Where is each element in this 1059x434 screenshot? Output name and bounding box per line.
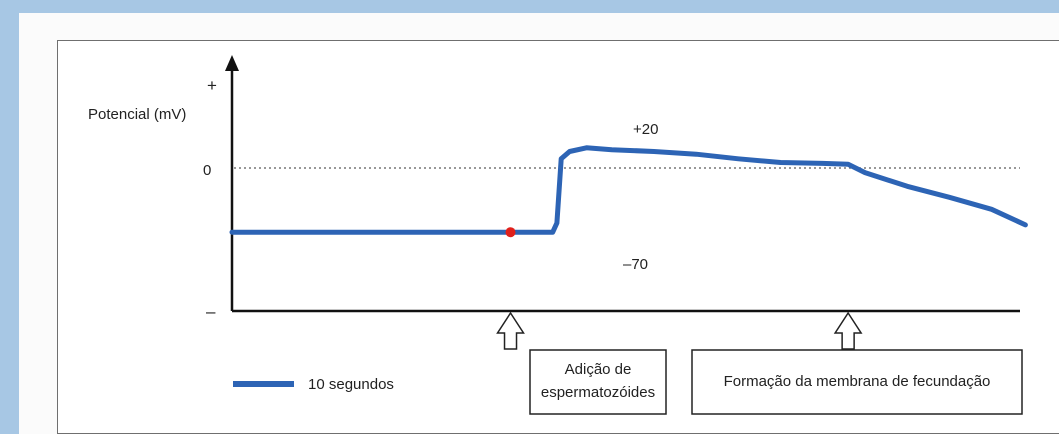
y-axis-minus-sign: –	[206, 302, 216, 321]
value-label-minus70: –70	[623, 256, 648, 273]
membrane-formation-label: Formação da membrana de fecundação	[724, 373, 991, 390]
y-axis-arrowhead	[225, 55, 239, 71]
sperm-addition-marker	[505, 227, 516, 238]
time-scale-label: 10 segundos	[308, 376, 394, 393]
value-label-plus20: +20	[633, 121, 658, 138]
sperm-addition-arrow	[496, 311, 525, 350]
membrane-formation-box	[691, 349, 1023, 415]
membrane-formation-arrow	[833, 311, 863, 350]
y-zero-tick-label: 0	[203, 162, 211, 179]
sperm-addition-line-2: espermatozóides	[541, 384, 655, 401]
figure-background: + – Potencial (mV) 0 +20 –70 Adição de e…	[19, 13, 1059, 434]
membrane-potential-chart: + – Potencial (mV) 0 +20 –70 Adição de e…	[88, 55, 1028, 415]
y-axis-label: Potencial (mV)	[88, 106, 186, 123]
y-axis-plus-sign: +	[207, 76, 217, 95]
sperm-addition-line-1: Adição de	[565, 361, 632, 378]
membrane-potential-line	[229, 145, 1028, 235]
chart-figure: + – Potencial (mV) 0 +20 –70 Adição de e…	[57, 40, 1059, 434]
sperm-addition-box	[529, 349, 667, 415]
